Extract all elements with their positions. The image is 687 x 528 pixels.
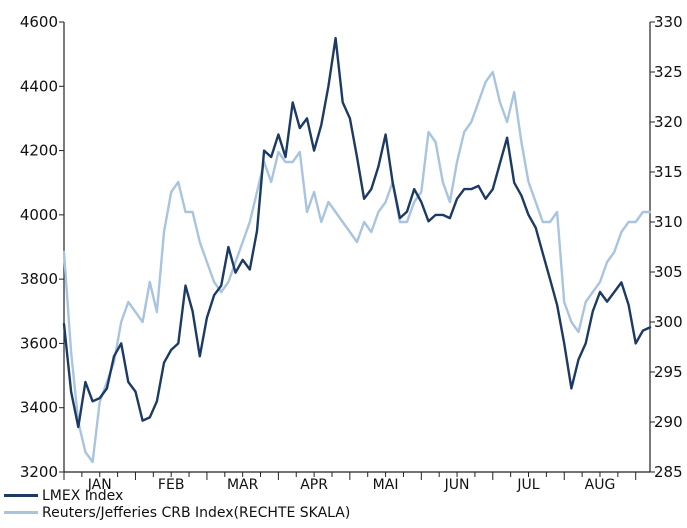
x-tick-label: MAI bbox=[373, 477, 399, 493]
x-tick-label: AUG bbox=[585, 477, 616, 493]
right-tick-label: 290 bbox=[654, 413, 683, 431]
right-tick-label: 295 bbox=[654, 363, 683, 381]
right-tick-label: 315 bbox=[654, 163, 683, 181]
x-tick-label: JAN bbox=[87, 477, 112, 493]
x-tick-label: FEB bbox=[158, 477, 185, 493]
left-tick-label: 4400 bbox=[20, 77, 58, 95]
x-tick-label: APR bbox=[300, 477, 328, 493]
legend-item-lmex: LMEX Index bbox=[4, 487, 350, 504]
right-tick-label: 310 bbox=[654, 213, 683, 231]
axes: 3200 3400 3600 3800 4000 4200 4400 4600 285 290 29… bbox=[20, 13, 683, 493]
right-tick-label: 305 bbox=[654, 263, 683, 281]
x-tick-label: JUN bbox=[444, 477, 470, 493]
legend-swatch-crb bbox=[4, 511, 38, 514]
left-tick-label: 3200 bbox=[20, 463, 58, 481]
series-lines bbox=[62, 36, 652, 464]
left-tick-label: 3400 bbox=[20, 399, 58, 417]
x-tick-label: MAR bbox=[227, 477, 259, 493]
legend-label-crb: Reuters/Jefferies CRB Index(RECHTE SKALA… bbox=[42, 504, 351, 521]
right-tick-label: 325 bbox=[654, 63, 683, 81]
left-tick-label: 4200 bbox=[20, 142, 58, 160]
left-tick-label: 4000 bbox=[20, 206, 58, 224]
legend-swatch-lmex bbox=[4, 494, 38, 497]
left-tick-label: 4600 bbox=[20, 13, 58, 31]
left-tick-label: 3600 bbox=[20, 334, 58, 352]
left-tick-label: 3800 bbox=[20, 270, 58, 288]
right-tick-label: 330 bbox=[654, 13, 683, 31]
right-tick-label: 285 bbox=[654, 463, 683, 481]
series-line-lmex bbox=[62, 36, 652, 429]
legend-item-crb: Reuters/Jefferies CRB Index(RECHTE SKALA… bbox=[4, 504, 350, 521]
right-tick-label: 320 bbox=[654, 113, 683, 131]
right-tick-label: 300 bbox=[654, 313, 683, 331]
legend: LMEX Index Reuters/Jefferies CRB Index(R… bbox=[4, 487, 350, 521]
x-tick-label: JUL bbox=[516, 477, 539, 493]
legend-label-lmex: LMEX Index bbox=[42, 487, 124, 504]
series-line-crb bbox=[62, 70, 652, 464]
